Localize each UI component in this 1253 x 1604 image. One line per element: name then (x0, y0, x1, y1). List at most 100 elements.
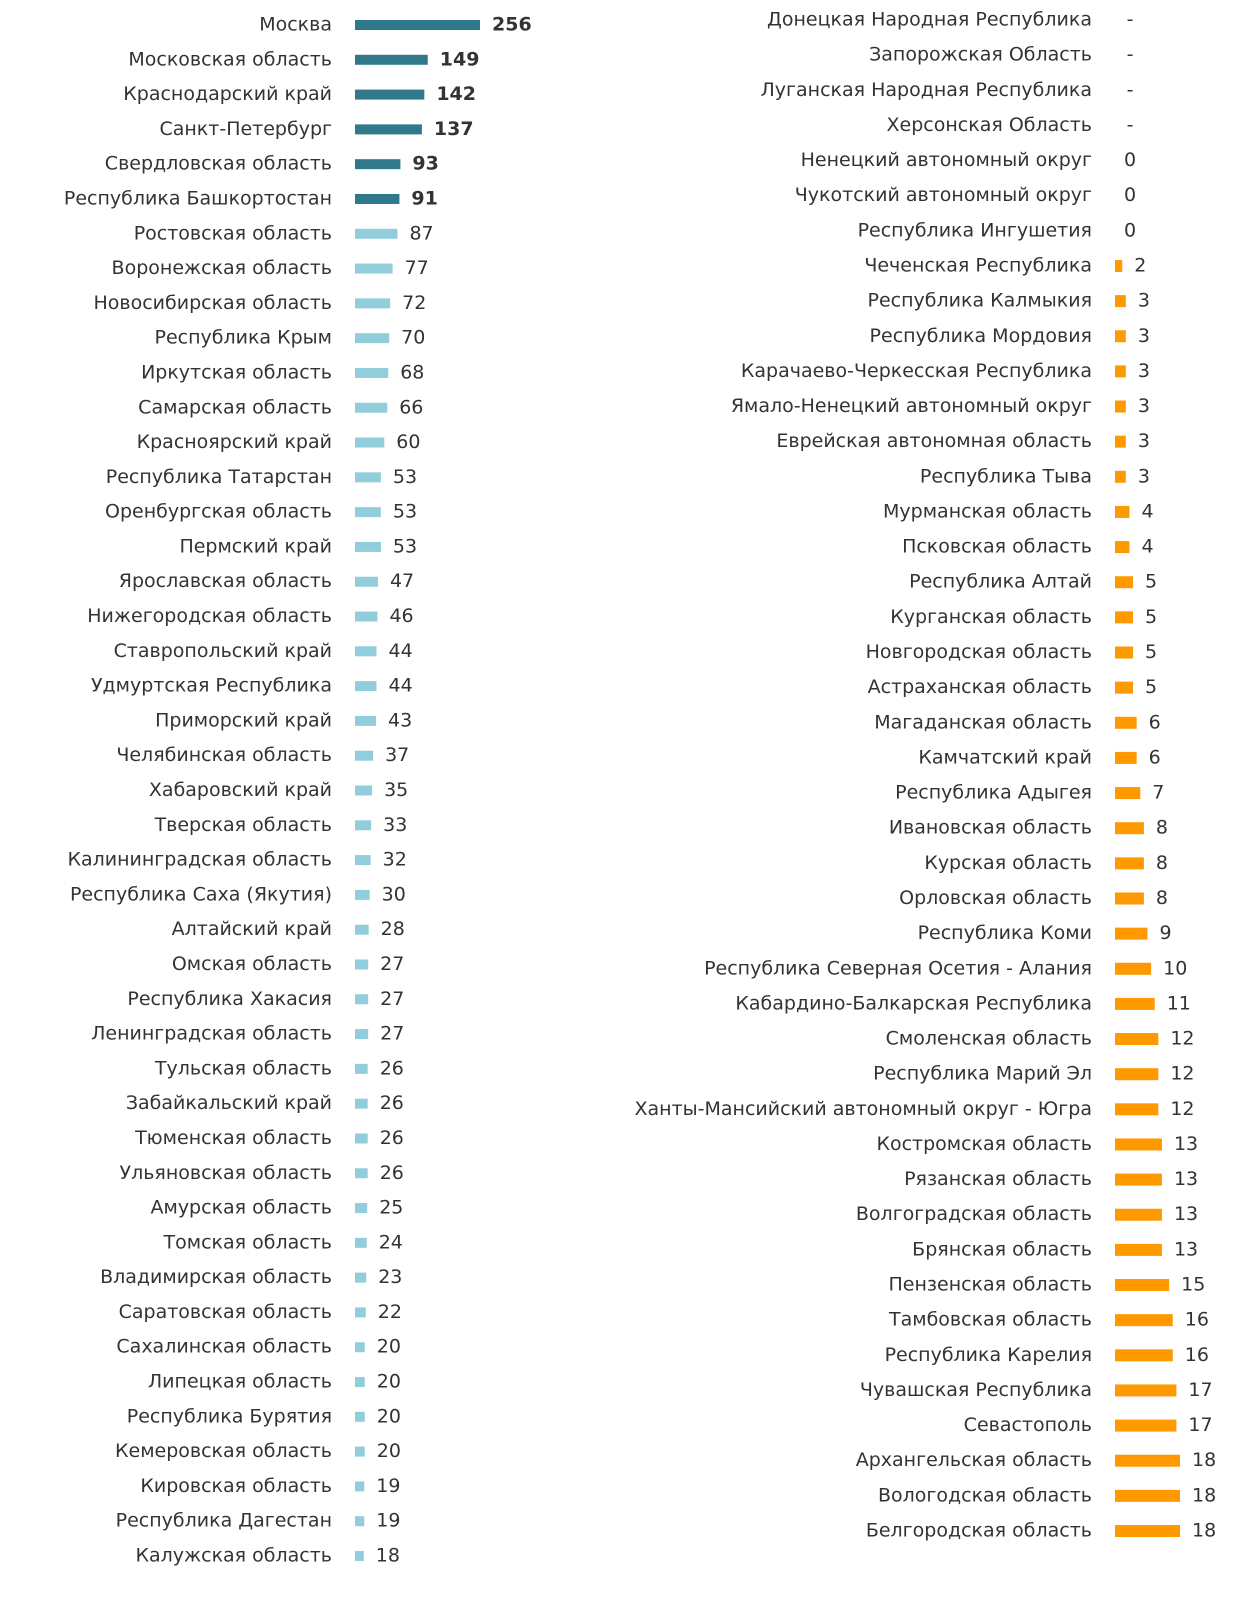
value-label: - (1127, 9, 1134, 31)
bar (1115, 892, 1144, 905)
category-label: Калининградская область (67, 849, 332, 871)
category-label: Белгородская область (866, 1520, 1092, 1542)
bar (1115, 927, 1148, 940)
category-label: Севастополь (964, 1414, 1092, 1436)
category-label: Тюменская область (134, 1127, 332, 1149)
value-label: 53 (393, 535, 417, 557)
value-label: 87 (409, 222, 433, 244)
bar (1115, 1384, 1177, 1397)
value-label: 5 (1145, 606, 1157, 628)
value-label: 9 (1160, 922, 1172, 944)
value-label: 26 (380, 1057, 404, 1079)
bar (1115, 295, 1126, 308)
bar (355, 785, 373, 796)
value-label: 12 (1170, 1028, 1194, 1050)
value-label: 66 (399, 396, 423, 418)
value-label: 16 (1185, 1309, 1209, 1331)
category-label: Республика Крым (154, 327, 332, 349)
value-label: 26 (380, 1127, 404, 1149)
value-label: 68 (400, 361, 424, 383)
category-label: Еврейская автономная область (776, 430, 1092, 452)
value-label: 13 (1174, 1203, 1198, 1225)
value-label: 10 (1163, 957, 1187, 979)
value-label: 12 (1170, 1063, 1194, 1085)
category-label: Хабаровский край (149, 779, 332, 801)
value-label: 0 (1124, 219, 1136, 241)
category-label: Ульяновская область (120, 1162, 332, 1184)
value-label: 17 (1188, 1379, 1212, 1401)
category-label: Ярославская область (119, 570, 332, 592)
bar (355, 1342, 365, 1353)
bar (1115, 470, 1126, 483)
bar (1115, 1419, 1177, 1432)
value-label: 32 (383, 849, 407, 871)
bar (1115, 997, 1155, 1010)
category-label: Оренбургская область (105, 501, 332, 523)
value-label: 19 (376, 1475, 400, 1497)
bar (355, 681, 377, 692)
category-label: Амурская область (150, 1197, 332, 1219)
bar (355, 646, 377, 657)
bar (1115, 259, 1123, 272)
category-label: Донецкая Народная Республика (767, 9, 1092, 31)
category-label: Магаданская область (874, 711, 1092, 733)
category-label: Новгородская область (866, 641, 1092, 663)
category-label: Республика Саха (Якутия) (70, 883, 332, 905)
value-label: 20 (377, 1371, 401, 1393)
value-label: 26 (380, 1162, 404, 1184)
value-label: 0 (1124, 149, 1136, 171)
category-label: Камчатский край (918, 746, 1092, 768)
category-label: Пензенская область (889, 1274, 1093, 1296)
bar (355, 611, 378, 622)
bar (1115, 787, 1141, 800)
bar (355, 959, 369, 970)
category-label: Республика Коми (918, 922, 1092, 944)
bar (355, 437, 385, 448)
category-label: Томская область (163, 1231, 332, 1253)
category-label: Республика Бурятия (127, 1405, 332, 1427)
bar (1115, 716, 1137, 729)
bar (1115, 1454, 1180, 1467)
bar (355, 1272, 367, 1283)
value-label: 4 (1141, 500, 1153, 522)
bar (1115, 576, 1134, 589)
bar (355, 193, 400, 204)
bar (1115, 611, 1134, 624)
category-label: Воронежская область (112, 257, 332, 279)
value-label: 20 (377, 1405, 401, 1427)
value-label: - (1127, 114, 1134, 136)
bar (1115, 435, 1126, 448)
value-label: 26 (380, 1092, 404, 1114)
bar (1115, 1314, 1173, 1327)
bar (1115, 1349, 1173, 1362)
value-label: 27 (380, 1023, 404, 1045)
bar (355, 1551, 364, 1561)
bar (1115, 822, 1144, 835)
category-label: Кемеровская область (115, 1440, 332, 1462)
category-label: Владимирская область (100, 1266, 332, 1288)
value-label: 28 (381, 918, 405, 940)
value-label: 72 (402, 292, 426, 314)
bar (355, 124, 422, 135)
bar (355, 20, 480, 30)
bar (355, 89, 425, 100)
category-label: Кировская область (140, 1475, 332, 1497)
value-label: 13 (1174, 1133, 1198, 1155)
category-label: Вологодская область (878, 1484, 1092, 1506)
category-label: Ханты-Мансийский автономный округ - Югра (634, 1098, 1092, 1120)
category-label: Запорожская Область (869, 44, 1092, 66)
category-label: Ивановская область (889, 817, 1092, 839)
category-label: Республика Северная Осетия - Алания (704, 957, 1092, 979)
bar (355, 1481, 365, 1492)
value-label: 13 (1174, 1168, 1198, 1190)
bar (355, 1446, 365, 1457)
category-label: Республика Адыгея (895, 782, 1092, 804)
category-label: Омская область (172, 953, 332, 975)
value-label: 30 (382, 883, 406, 905)
bar (355, 263, 393, 274)
value-label: 70 (401, 327, 425, 349)
value-label: 22 (378, 1301, 402, 1323)
value-label: 137 (434, 118, 474, 140)
bar (355, 1516, 365, 1527)
value-label: 149 (440, 48, 480, 70)
